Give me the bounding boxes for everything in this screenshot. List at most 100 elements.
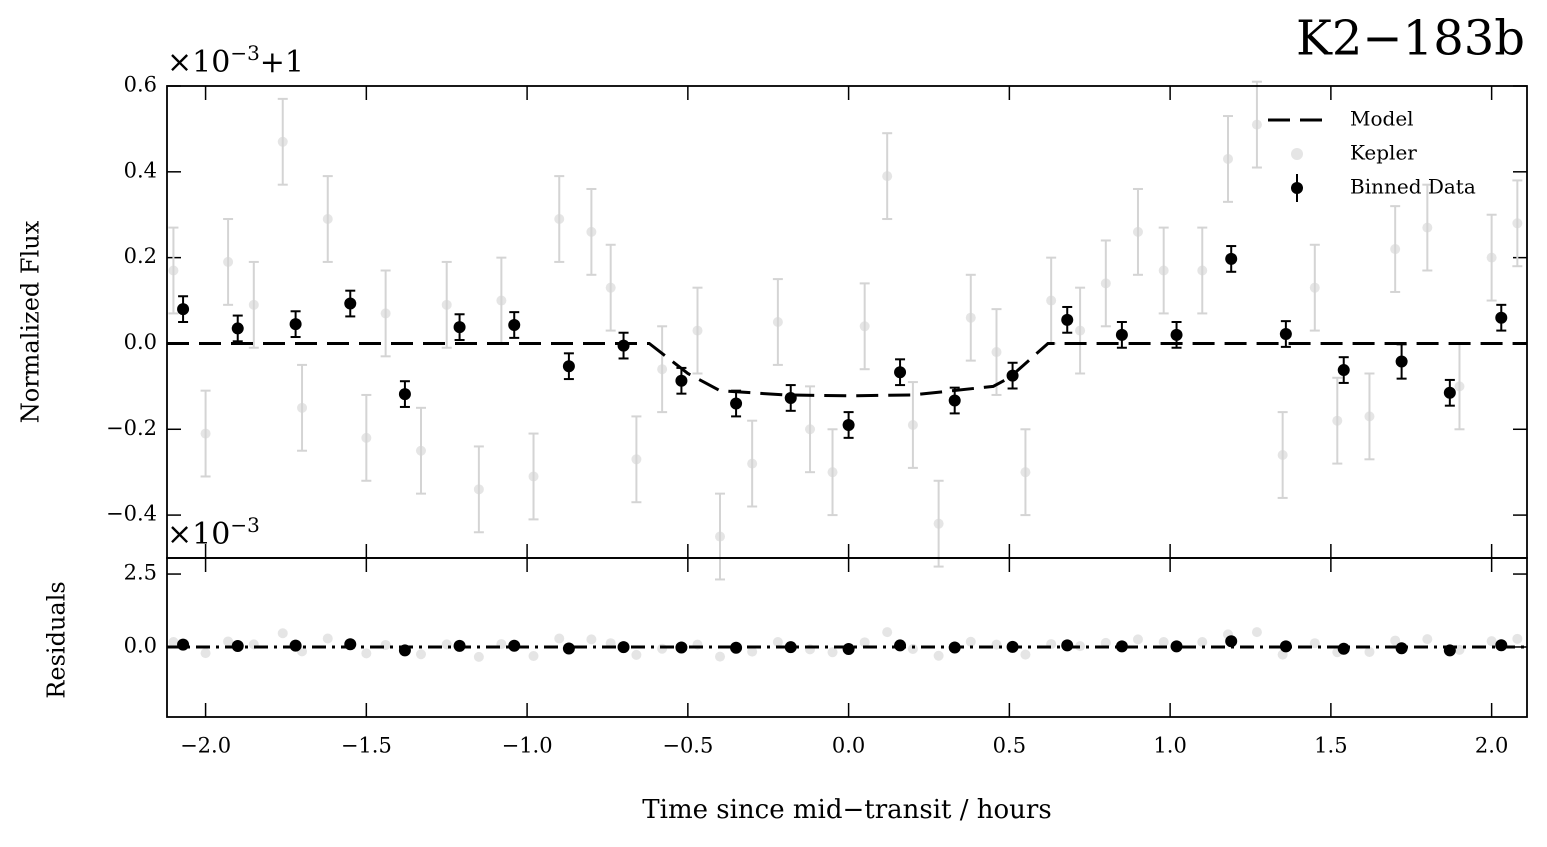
data-point (859, 637, 870, 648)
data-point (617, 641, 630, 654)
data-point (528, 651, 539, 662)
data-point (882, 627, 893, 638)
data-point (1170, 328, 1183, 341)
data-point (1332, 415, 1343, 426)
data-point (453, 639, 466, 652)
data-point (1170, 640, 1183, 653)
data-point (1486, 252, 1497, 263)
data-point (675, 641, 688, 654)
offset-text-base: ×10 (167, 517, 230, 552)
y-tick-label: −0.4 (106, 502, 157, 526)
data-point (842, 642, 855, 655)
data-point (894, 366, 907, 379)
data-point (1132, 226, 1143, 237)
data-point (1309, 282, 1320, 293)
axes-frame (166, 85, 1528, 559)
data-point (1395, 642, 1408, 655)
offset-text: ×10−3 (167, 513, 260, 553)
data-point (1422, 634, 1433, 645)
data-point (991, 347, 1002, 358)
data-point (231, 322, 244, 335)
legend-marker (1291, 148, 1303, 160)
data-point (1495, 311, 1508, 324)
data-point (586, 634, 597, 645)
data-point (1100, 278, 1111, 289)
data-point (631, 649, 642, 660)
data-point (1100, 637, 1111, 648)
data-point (657, 364, 668, 375)
x-tick-label: 0.0 (832, 734, 865, 758)
y-tick-label: 2.5 (124, 561, 157, 585)
data-point (1046, 295, 1057, 306)
data-point (730, 397, 743, 410)
data-point (1279, 640, 1292, 653)
data-point (361, 432, 372, 443)
data-point (562, 360, 575, 373)
data-point (1364, 411, 1375, 422)
data-point (1364, 646, 1375, 657)
data-point (1061, 313, 1074, 326)
data-point (1006, 369, 1019, 382)
data-point (631, 454, 642, 465)
data-point (554, 214, 565, 225)
data-point (223, 636, 234, 647)
data-point (948, 641, 961, 654)
legend-label: Binned Data (1350, 175, 1476, 199)
data-point (177, 638, 190, 651)
data-point (1337, 642, 1350, 655)
data-point (747, 646, 758, 657)
data-point (965, 312, 976, 323)
data-point (1512, 633, 1523, 644)
x-tick-label: 2.0 (1475, 734, 1508, 758)
data-point (772, 317, 783, 327)
data-point (1443, 386, 1456, 399)
data-point (554, 633, 565, 644)
data-point (827, 647, 838, 658)
y-tick-label: 0.2 (124, 244, 157, 268)
data-point (933, 650, 944, 661)
data-point (1075, 641, 1086, 652)
data-point (473, 484, 484, 495)
data-point (398, 388, 411, 401)
data-point (859, 321, 870, 332)
data-point (200, 428, 211, 439)
data-point (894, 639, 907, 652)
y-tick-label: 0.0 (124, 633, 157, 657)
data-point (948, 394, 961, 407)
data-point (344, 297, 357, 310)
x-axis-label: Time since mid−transit / hours (642, 795, 1051, 825)
data-point (1277, 450, 1288, 461)
model-line (167, 341, 1527, 398)
data-point (617, 339, 630, 352)
data-point (1225, 252, 1238, 265)
data-point (933, 518, 944, 529)
data-point (562, 642, 575, 655)
x-tick-label: 1.0 (1153, 734, 1186, 758)
data-point (223, 256, 234, 267)
y-tick-label: 0.0 (124, 330, 157, 354)
data-point (200, 648, 211, 659)
data-point (1454, 381, 1465, 392)
data-point (772, 637, 783, 648)
data-point (1158, 637, 1169, 648)
data-point (1006, 640, 1019, 653)
x-tick-label: −1.5 (341, 734, 392, 758)
y-tick-label: 0.4 (124, 158, 157, 182)
data-point (453, 321, 466, 334)
data-point (1225, 635, 1238, 648)
data-point (441, 299, 452, 310)
x-tick-label: −2.0 (180, 734, 231, 758)
data-point (907, 419, 918, 430)
offset-text-exponent: −3 (230, 513, 259, 537)
data-point (1390, 635, 1401, 646)
data-point (1390, 244, 1401, 255)
legend-label: Model (1350, 107, 1414, 131)
legend-marker (1291, 182, 1303, 194)
chart-title: K2−183b (1296, 11, 1525, 67)
data-point (657, 643, 668, 654)
data-point (277, 628, 288, 639)
data-point (415, 445, 426, 456)
data-point (1422, 222, 1433, 233)
